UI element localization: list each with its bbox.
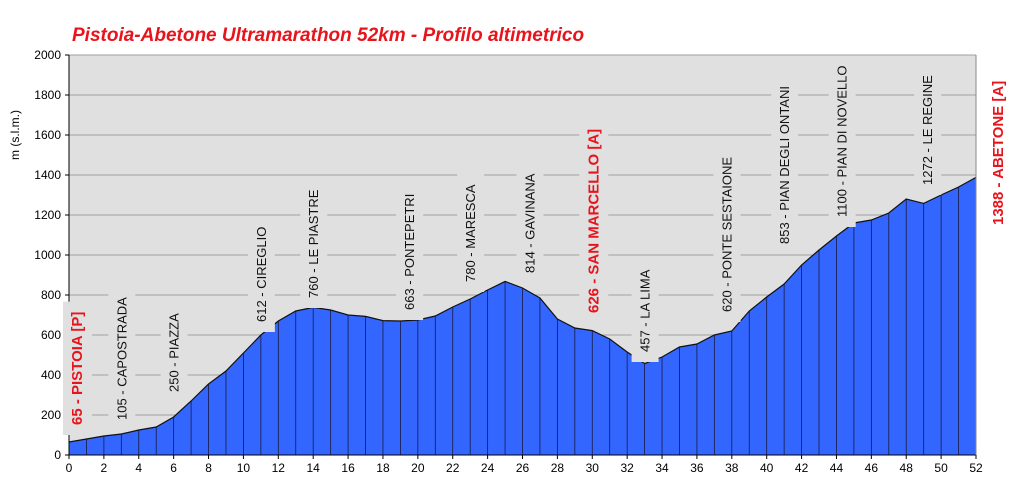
- x-tick-label: 38: [725, 461, 739, 475]
- waypoint-label: 457 - LA LIMA: [638, 269, 653, 352]
- y-tick-label: 2000: [34, 48, 61, 62]
- waypoint-label: 814 - GAVINANA: [522, 173, 537, 273]
- waypoint-label: 1272 - LE REGINE: [920, 75, 935, 185]
- waypoint-label: 1100 - PIAN DI NOVELLO: [835, 66, 850, 218]
- x-tick-label: 28: [551, 461, 565, 475]
- x-tick-label: 32: [620, 461, 634, 475]
- y-tick-label: 200: [41, 408, 61, 422]
- waypoint-label: 65 - PISTOIA [P]: [69, 312, 86, 425]
- x-tick-label: 16: [341, 461, 355, 475]
- chart-title: Pistoia-Abetone Ultramarathon 52km - Pro…: [72, 25, 584, 46]
- label-backdrop: [457, 174, 485, 292]
- y-tick-label: 600: [41, 328, 61, 342]
- waypoint-label: 620 - PONTE SESTAIONE: [720, 157, 735, 312]
- label-backdrop: [516, 163, 544, 283]
- x-tick-label: 40: [760, 461, 774, 475]
- y-tick-label: 800: [41, 288, 61, 302]
- x-tick-label: 22: [446, 461, 460, 475]
- x-tick-label: 52: [969, 461, 983, 475]
- waypoint-label: 1388 - ABETONE [A]: [990, 81, 1007, 225]
- label-backdrop: [108, 286, 136, 430]
- x-tick-label: 36: [690, 461, 704, 475]
- y-tick-label: 1000: [34, 248, 61, 262]
- x-tick-label: 12: [272, 461, 286, 475]
- y-tick-label: 400: [41, 368, 61, 382]
- waypoint-label: 626 - SAN MARCELLO [A]: [585, 129, 602, 313]
- waypoint-label: 105 - CAPOSTRADA: [114, 297, 129, 420]
- x-tick-label: 30: [586, 461, 600, 475]
- x-tick-label: 10: [237, 461, 251, 475]
- label-backdrop: [396, 183, 424, 320]
- y-tick-label: 1800: [34, 88, 61, 102]
- label-backdrop: [62, 301, 92, 435]
- waypoint-label: 780 - MARESCA: [463, 184, 478, 282]
- y-tick-label: 1400: [34, 168, 61, 182]
- y-tick-label: 1200: [34, 208, 61, 222]
- waypoint-label: 250 - PIAZZA: [167, 313, 182, 392]
- waypoint-label: 612 - CIREGLIO: [254, 227, 269, 322]
- x-tick-label: 14: [307, 461, 321, 475]
- x-tick-label: 50: [934, 461, 948, 475]
- waypoint-label: 853 - PIAN DEGLI ONTANI: [777, 86, 792, 244]
- x-tick-label: 20: [411, 461, 425, 475]
- x-tick-label: 42: [795, 461, 809, 475]
- label-backdrop: [828, 55, 856, 227]
- label-backdrop: [771, 76, 799, 254]
- label-backdrop: [713, 146, 741, 322]
- label-backdrop: [914, 64, 942, 195]
- x-tick-label: 2: [101, 461, 108, 475]
- x-tick-label: 46: [865, 461, 879, 475]
- x-tick-label: 44: [830, 461, 844, 475]
- label-backdrop: [631, 259, 659, 362]
- x-tick-label: 0: [66, 461, 73, 475]
- label-backdrop: [247, 216, 275, 332]
- elevation-line: [68, 176, 977, 443]
- label-backdrop: [579, 118, 609, 323]
- x-tick-label: 8: [205, 461, 212, 475]
- label-backdrop: [160, 302, 188, 402]
- x-tick-label: 4: [135, 461, 142, 475]
- waypoint-label: 663 - PONTEPETRI: [402, 194, 417, 310]
- x-tick-label: 34: [655, 461, 669, 475]
- x-tick-label: 48: [900, 461, 914, 475]
- y-tick-label: 1600: [34, 128, 61, 142]
- x-tick-label: 18: [376, 461, 390, 475]
- x-tick-label: 26: [516, 461, 530, 475]
- x-tick-label: 6: [170, 461, 177, 475]
- y-tick-label: 0: [54, 448, 61, 462]
- waypoint-label: 760 - LE PIASTRE: [306, 189, 321, 298]
- y-axis-label: m (s.l.m.): [8, 110, 22, 160]
- x-tick-label: 24: [481, 461, 495, 475]
- label-backdrop: [300, 179, 328, 308]
